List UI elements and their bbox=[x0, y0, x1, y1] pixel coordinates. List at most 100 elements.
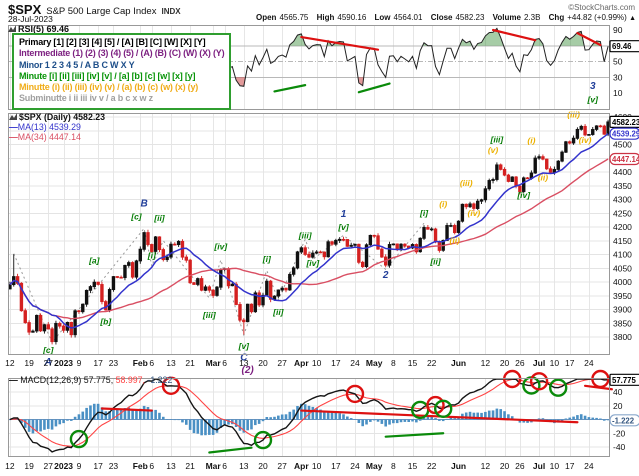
svg-text:[ii]: [ii] bbox=[272, 307, 285, 317]
svg-text:23: 23 bbox=[109, 358, 119, 368]
svg-text:-20: -20 bbox=[613, 428, 626, 438]
svg-text:(2): (2) bbox=[242, 365, 255, 376]
candles-down bbox=[15, 124, 606, 345]
svg-text:40: 40 bbox=[613, 387, 623, 397]
svg-text:20: 20 bbox=[500, 461, 510, 471]
high-label: High bbox=[316, 13, 335, 22]
svg-text:12: 12 bbox=[481, 358, 491, 368]
svg-text:21: 21 bbox=[185, 461, 195, 471]
svg-text:2023: 2023 bbox=[54, 461, 73, 471]
svg-text:[iv]: [iv] bbox=[516, 190, 531, 200]
svg-text:22: 22 bbox=[427, 358, 437, 368]
svg-text:27: 27 bbox=[44, 358, 54, 368]
rsi-value-box: 69.46 bbox=[609, 40, 639, 53]
svg-text:6: 6 bbox=[222, 461, 227, 471]
svg-text:-1.222: -1.222 bbox=[612, 416, 635, 425]
wave-legend-line-minute: Minute [i] [ii] [iii] [iv] [v] / [a] [b]… bbox=[19, 70, 196, 81]
svg-text:8: 8 bbox=[391, 358, 396, 368]
volume-label: Volume bbox=[492, 13, 521, 22]
svg-text:10: 10 bbox=[613, 88, 623, 98]
svg-text:(iii): (iii) bbox=[460, 178, 473, 188]
svg-text:13: 13 bbox=[166, 461, 176, 471]
svg-text:17: 17 bbox=[93, 461, 103, 471]
svg-text:4539.29: 4539.29 bbox=[612, 130, 639, 139]
svg-text:Apr: Apr bbox=[294, 461, 309, 471]
collapse-icon bbox=[8, 25, 16, 35]
svg-text:4100: 4100 bbox=[613, 250, 632, 260]
symbol-name: S&P 500 Large Cap Index bbox=[46, 6, 157, 17]
low-value: 4564.01 bbox=[393, 13, 423, 22]
svg-text:4200: 4200 bbox=[613, 222, 632, 232]
chg-value: +44.82 (+0.99%) bbox=[567, 13, 627, 22]
svg-text:57.775: 57.775 bbox=[612, 376, 637, 385]
svg-text:20: 20 bbox=[258, 358, 268, 368]
svg-text:[ii]: [ii] bbox=[429, 256, 442, 266]
svg-text:30: 30 bbox=[613, 72, 623, 82]
svg-text:4000: 4000 bbox=[613, 277, 632, 287]
chart-header: $SPX S&P 500 Large Cap Index INDX bbox=[8, 1, 181, 19]
svg-text:3900: 3900 bbox=[613, 305, 632, 315]
price-panel: [c]A[a][b]B[c][i][ii][iii][iv][v]C(2)[i]… bbox=[8, 81, 610, 376]
wave-legend-line-intermediate: Intermediate (1) (2) (3) (4) (5) / (A) (… bbox=[19, 48, 225, 59]
last-price-box: 4582.23 bbox=[609, 115, 639, 128]
price-legend-symbol-row: $SPX (Daily) 4582.23 bbox=[9, 112, 105, 123]
quote-row: Open 4565.75 High 4590.16 Low 4564.01 Close… bbox=[250, 13, 636, 22]
svg-text:12: 12 bbox=[5, 358, 15, 368]
macd-signal-line bbox=[9, 378, 609, 447]
svg-text:4582.23: 4582.23 bbox=[612, 118, 639, 127]
svg-text:6: 6 bbox=[222, 358, 227, 368]
svg-text:27: 27 bbox=[277, 461, 287, 471]
svg-text:27: 27 bbox=[44, 461, 54, 471]
svg-text:10: 10 bbox=[312, 358, 322, 368]
close-value: 4582.23 bbox=[455, 13, 485, 22]
svg-text:26: 26 bbox=[515, 461, 525, 471]
svg-text:Feb: Feb bbox=[133, 461, 148, 471]
svg-text:[v]: [v] bbox=[337, 222, 350, 232]
collapse-icon bbox=[9, 113, 17, 123]
svg-text:4500: 4500 bbox=[613, 140, 632, 150]
close-label: Close bbox=[430, 13, 453, 22]
svg-text:[c]: [c] bbox=[130, 211, 143, 221]
svg-text:19: 19 bbox=[24, 461, 34, 471]
svg-text:8: 8 bbox=[391, 461, 396, 471]
svg-text:4250: 4250 bbox=[613, 208, 632, 218]
date-axis-labels: 121219192727202320239917172323FebFeb6613… bbox=[5, 358, 594, 471]
macd-legend-main: MACD(12,26,9) 57.775, bbox=[17, 375, 114, 385]
macd-line-sample: — bbox=[9, 375, 18, 385]
svg-text:13: 13 bbox=[166, 358, 176, 368]
svg-text:6: 6 bbox=[149, 461, 154, 471]
svg-text:2: 2 bbox=[382, 270, 389, 281]
svg-text:Feb: Feb bbox=[133, 358, 148, 368]
svg-text:[b]: [b] bbox=[99, 316, 112, 326]
svg-text:Jul: Jul bbox=[533, 461, 545, 471]
svg-text:4350: 4350 bbox=[613, 181, 632, 191]
exchange-label: INDX bbox=[161, 7, 181, 16]
svg-text:20: 20 bbox=[613, 401, 623, 411]
svg-text:[iii]: [iii] bbox=[298, 231, 313, 241]
ma13-value-box: 4539.29 bbox=[609, 127, 639, 140]
svg-text:21: 21 bbox=[185, 358, 195, 368]
svg-text:Mar: Mar bbox=[206, 461, 222, 471]
ma34-value-box: 4447.14 bbox=[609, 152, 639, 166]
svg-text:4050: 4050 bbox=[613, 263, 632, 273]
wave-legend-line-minor: Minor 1 2 3 4 5 / A B C W X Y bbox=[19, 59, 135, 70]
low-label: Low bbox=[374, 13, 391, 22]
svg-text:4150: 4150 bbox=[613, 236, 632, 246]
svg-text:9: 9 bbox=[77, 358, 82, 368]
ma13-legend-row: —MA(13) 4539.29 bbox=[9, 123, 105, 132]
svg-text:17: 17 bbox=[331, 358, 341, 368]
svg-text:3: 3 bbox=[590, 81, 596, 92]
rsi-legend-label: RSI(5) 69.46 bbox=[18, 24, 70, 34]
ma34-legend-row: —MA(34) 4447.14 bbox=[9, 132, 105, 142]
svg-text:20: 20 bbox=[500, 358, 510, 368]
svg-text:12: 12 bbox=[5, 461, 15, 471]
svg-text:17: 17 bbox=[331, 461, 341, 471]
open-label: Open bbox=[255, 13, 277, 22]
rsi-legend: RSI(5) 69.46 bbox=[8, 24, 69, 35]
svg-text:[v]: [v] bbox=[587, 95, 600, 105]
svg-text:10: 10 bbox=[550, 461, 560, 471]
svg-text:May: May bbox=[366, 461, 383, 471]
svg-text:(iv): (iv) bbox=[468, 208, 481, 218]
